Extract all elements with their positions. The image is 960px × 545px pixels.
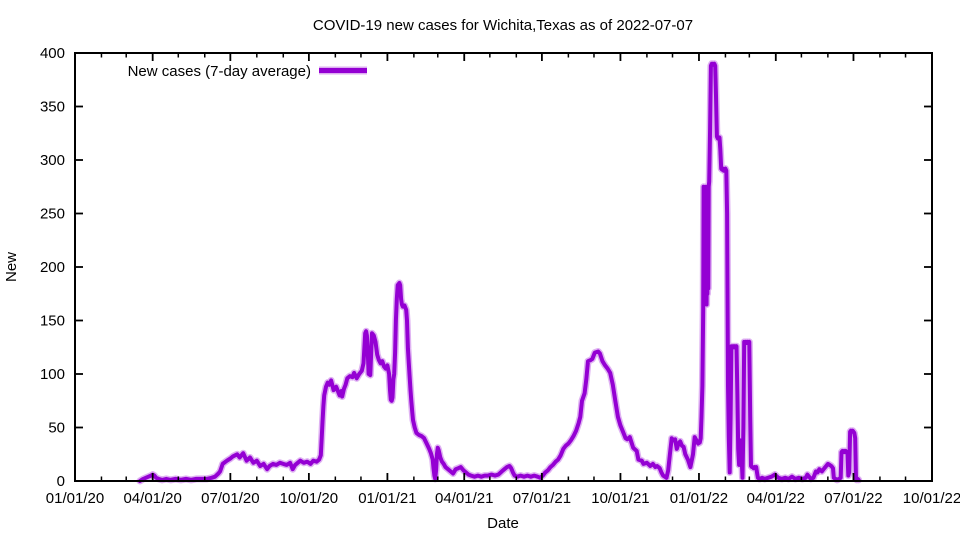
y-tick-label: 200 bbox=[40, 259, 65, 276]
y-tick-label: 350 bbox=[40, 99, 65, 116]
y-tick-label: 250 bbox=[40, 206, 65, 223]
y-axis-ticks bbox=[75, 52, 932, 482]
legend-label: New cases (7-day average) bbox=[128, 63, 311, 80]
series-line bbox=[137, 61, 861, 483]
x-tick-label: 07/01/20 bbox=[201, 490, 259, 507]
x-tick-label: 10/01/21 bbox=[591, 490, 649, 507]
x-tick-label: 01/01/22 bbox=[670, 490, 728, 507]
chart-title: COVID-19 new cases for Wichita,Texas as … bbox=[313, 17, 693, 34]
x-tick-label: 01/01/21 bbox=[358, 490, 416, 507]
x-axis-label: Date bbox=[487, 515, 519, 532]
y-tick-label: 50 bbox=[48, 420, 65, 437]
x-tick-label: 10/01/22 bbox=[903, 490, 960, 507]
x-tick-label: 07/01/21 bbox=[513, 490, 571, 507]
y-tick-label: 300 bbox=[40, 152, 65, 169]
y-tick-label: 150 bbox=[40, 313, 65, 330]
y-axis-label: New bbox=[3, 252, 20, 282]
x-tick-labels: 01/01/20 04/01/20 07/01/20 10/01/20 01/01/21… bbox=[46, 490, 960, 507]
series-line-group bbox=[136, 60, 863, 485]
x-tick-label: 10/01/20 bbox=[280, 490, 338, 507]
y-tick-label: 400 bbox=[40, 45, 65, 62]
x-tick-label: 04/01/20 bbox=[123, 490, 181, 507]
x-tick-label: 01/01/20 bbox=[46, 490, 104, 507]
x-tick-label: 04/01/22 bbox=[747, 490, 805, 507]
y-tick-label: 100 bbox=[40, 366, 65, 383]
plot-border bbox=[74, 52, 933, 482]
x-tick-label: 07/01/22 bbox=[824, 490, 882, 507]
plot-border-rect bbox=[74, 52, 933, 482]
legend: New cases (7-day average) bbox=[128, 63, 367, 80]
y-tick-labels: 0 50 100 150 200 250 300 350 400 bbox=[40, 45, 65, 490]
x-axis-ticks bbox=[74, 53, 933, 481]
y-tick-label: 0 bbox=[57, 473, 65, 490]
x-tick-label: 04/01/21 bbox=[435, 490, 493, 507]
